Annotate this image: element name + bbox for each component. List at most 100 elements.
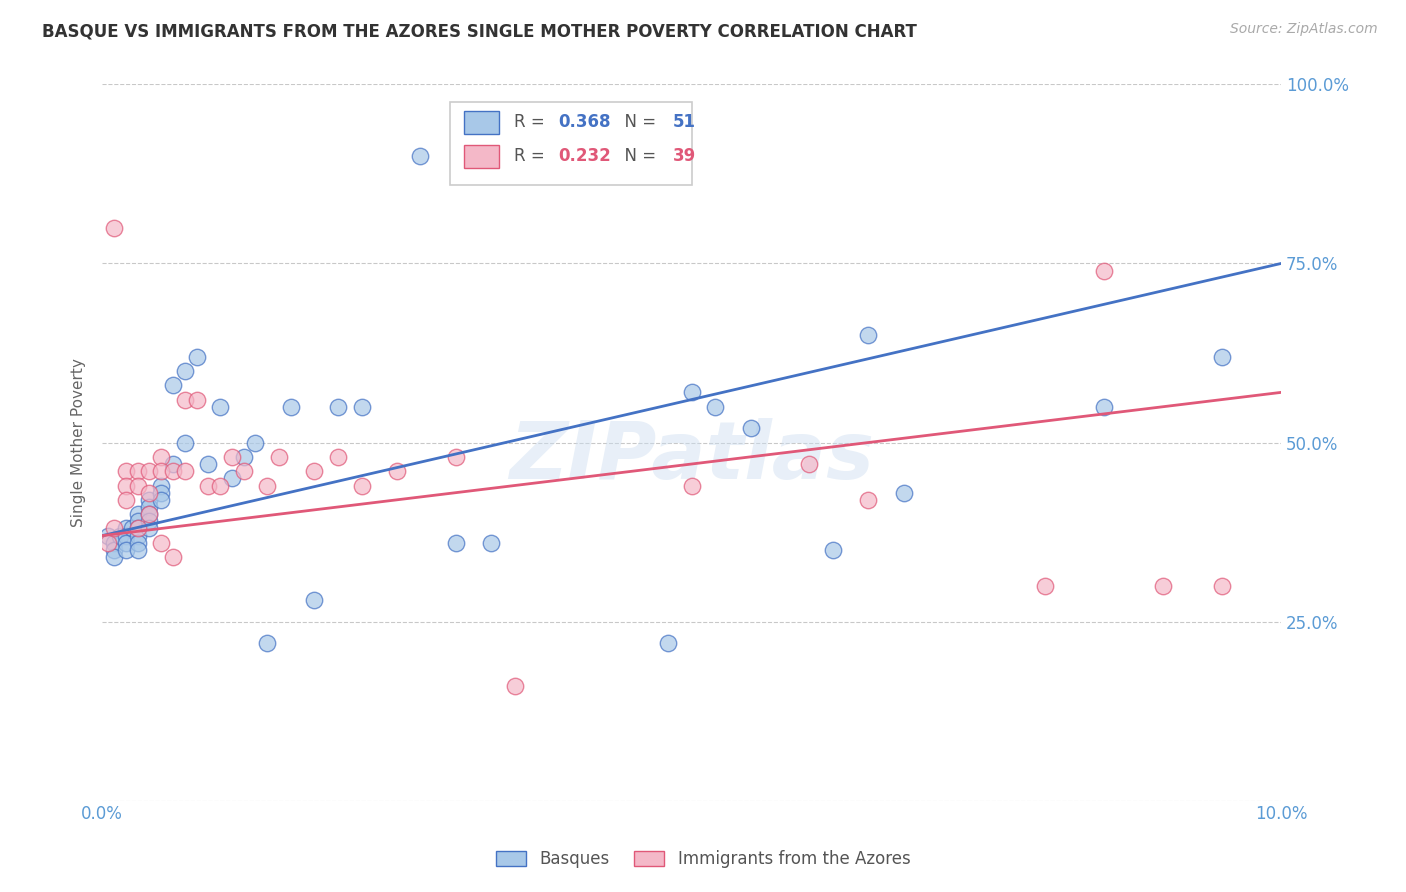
Text: 39: 39 <box>672 147 696 165</box>
Point <box>657 636 679 650</box>
Point <box>1092 263 1115 277</box>
Point <box>114 521 136 535</box>
Point <box>740 421 762 435</box>
Text: 51: 51 <box>672 113 696 131</box>
Point <box>173 364 195 378</box>
Point <box>232 450 254 464</box>
Point <box>503 679 526 693</box>
Point <box>150 464 173 478</box>
Point <box>681 478 703 492</box>
Point <box>209 478 232 492</box>
FancyBboxPatch shape <box>464 111 499 134</box>
Point <box>821 543 844 558</box>
Text: 0.232: 0.232 <box>558 147 612 165</box>
Point <box>103 543 125 558</box>
Point <box>444 536 467 550</box>
Point <box>127 464 149 478</box>
Point <box>799 457 821 471</box>
Text: N =: N = <box>614 113 661 131</box>
Point <box>127 521 149 535</box>
Y-axis label: Single Mother Poverty: Single Mother Poverty <box>72 358 86 527</box>
Point <box>138 521 160 535</box>
Point <box>150 450 173 464</box>
Text: R =: R = <box>513 113 550 131</box>
Point <box>326 400 349 414</box>
Point <box>103 550 125 565</box>
Point <box>256 478 278 492</box>
Point <box>127 536 149 550</box>
Point <box>138 507 160 521</box>
Point <box>108 528 131 542</box>
Point <box>221 450 243 464</box>
Point <box>138 485 160 500</box>
Text: 0.368: 0.368 <box>558 113 610 131</box>
FancyBboxPatch shape <box>450 103 692 185</box>
Point <box>232 464 254 478</box>
Point <box>173 435 195 450</box>
Point <box>150 485 173 500</box>
Point <box>97 528 120 542</box>
Point <box>114 478 136 492</box>
Point <box>1033 579 1056 593</box>
Point <box>409 149 432 163</box>
Point <box>1092 400 1115 414</box>
Point <box>479 536 502 550</box>
Point <box>162 378 184 392</box>
Point <box>304 464 326 478</box>
Point <box>162 550 184 565</box>
Point <box>103 536 125 550</box>
Point <box>127 521 149 535</box>
Point <box>138 500 160 514</box>
Point <box>127 514 149 528</box>
Point <box>704 400 727 414</box>
Point <box>138 507 160 521</box>
Point <box>858 492 880 507</box>
Point <box>385 464 408 478</box>
Text: ZIPatlas: ZIPatlas <box>509 417 875 496</box>
Point <box>114 464 136 478</box>
Point <box>304 593 326 607</box>
Point <box>127 507 149 521</box>
Point <box>138 464 160 478</box>
Point <box>173 464 195 478</box>
Text: Source: ZipAtlas.com: Source: ZipAtlas.com <box>1230 22 1378 37</box>
Point <box>103 220 125 235</box>
Point <box>150 536 173 550</box>
Point <box>121 521 143 535</box>
Point <box>114 528 136 542</box>
Point <box>350 400 373 414</box>
Point <box>186 392 208 407</box>
Point <box>127 528 149 542</box>
Point <box>444 450 467 464</box>
Point <box>97 536 120 550</box>
Point <box>127 478 149 492</box>
Point <box>114 536 136 550</box>
Point <box>173 392 195 407</box>
Text: BASQUE VS IMMIGRANTS FROM THE AZORES SINGLE MOTHER POVERTY CORRELATION CHART: BASQUE VS IMMIGRANTS FROM THE AZORES SIN… <box>42 22 917 40</box>
Point <box>150 478 173 492</box>
Point <box>197 478 219 492</box>
Point <box>138 514 160 528</box>
Point <box>326 450 349 464</box>
Legend: Basques, Immigrants from the Azores: Basques, Immigrants from the Azores <box>489 844 917 875</box>
Point <box>150 492 173 507</box>
Point <box>103 521 125 535</box>
Point <box>245 435 267 450</box>
Point <box>114 492 136 507</box>
Point <box>858 328 880 343</box>
Point <box>1211 350 1233 364</box>
Point <box>186 350 208 364</box>
Point <box>197 457 219 471</box>
Text: N =: N = <box>614 147 661 165</box>
Point <box>267 450 290 464</box>
Point <box>221 471 243 485</box>
Point <box>162 457 184 471</box>
Point <box>114 543 136 558</box>
Point <box>256 636 278 650</box>
FancyBboxPatch shape <box>464 145 499 168</box>
Point <box>350 478 373 492</box>
Point <box>1152 579 1174 593</box>
Text: R =: R = <box>513 147 550 165</box>
Point <box>681 385 703 400</box>
Point <box>138 492 160 507</box>
